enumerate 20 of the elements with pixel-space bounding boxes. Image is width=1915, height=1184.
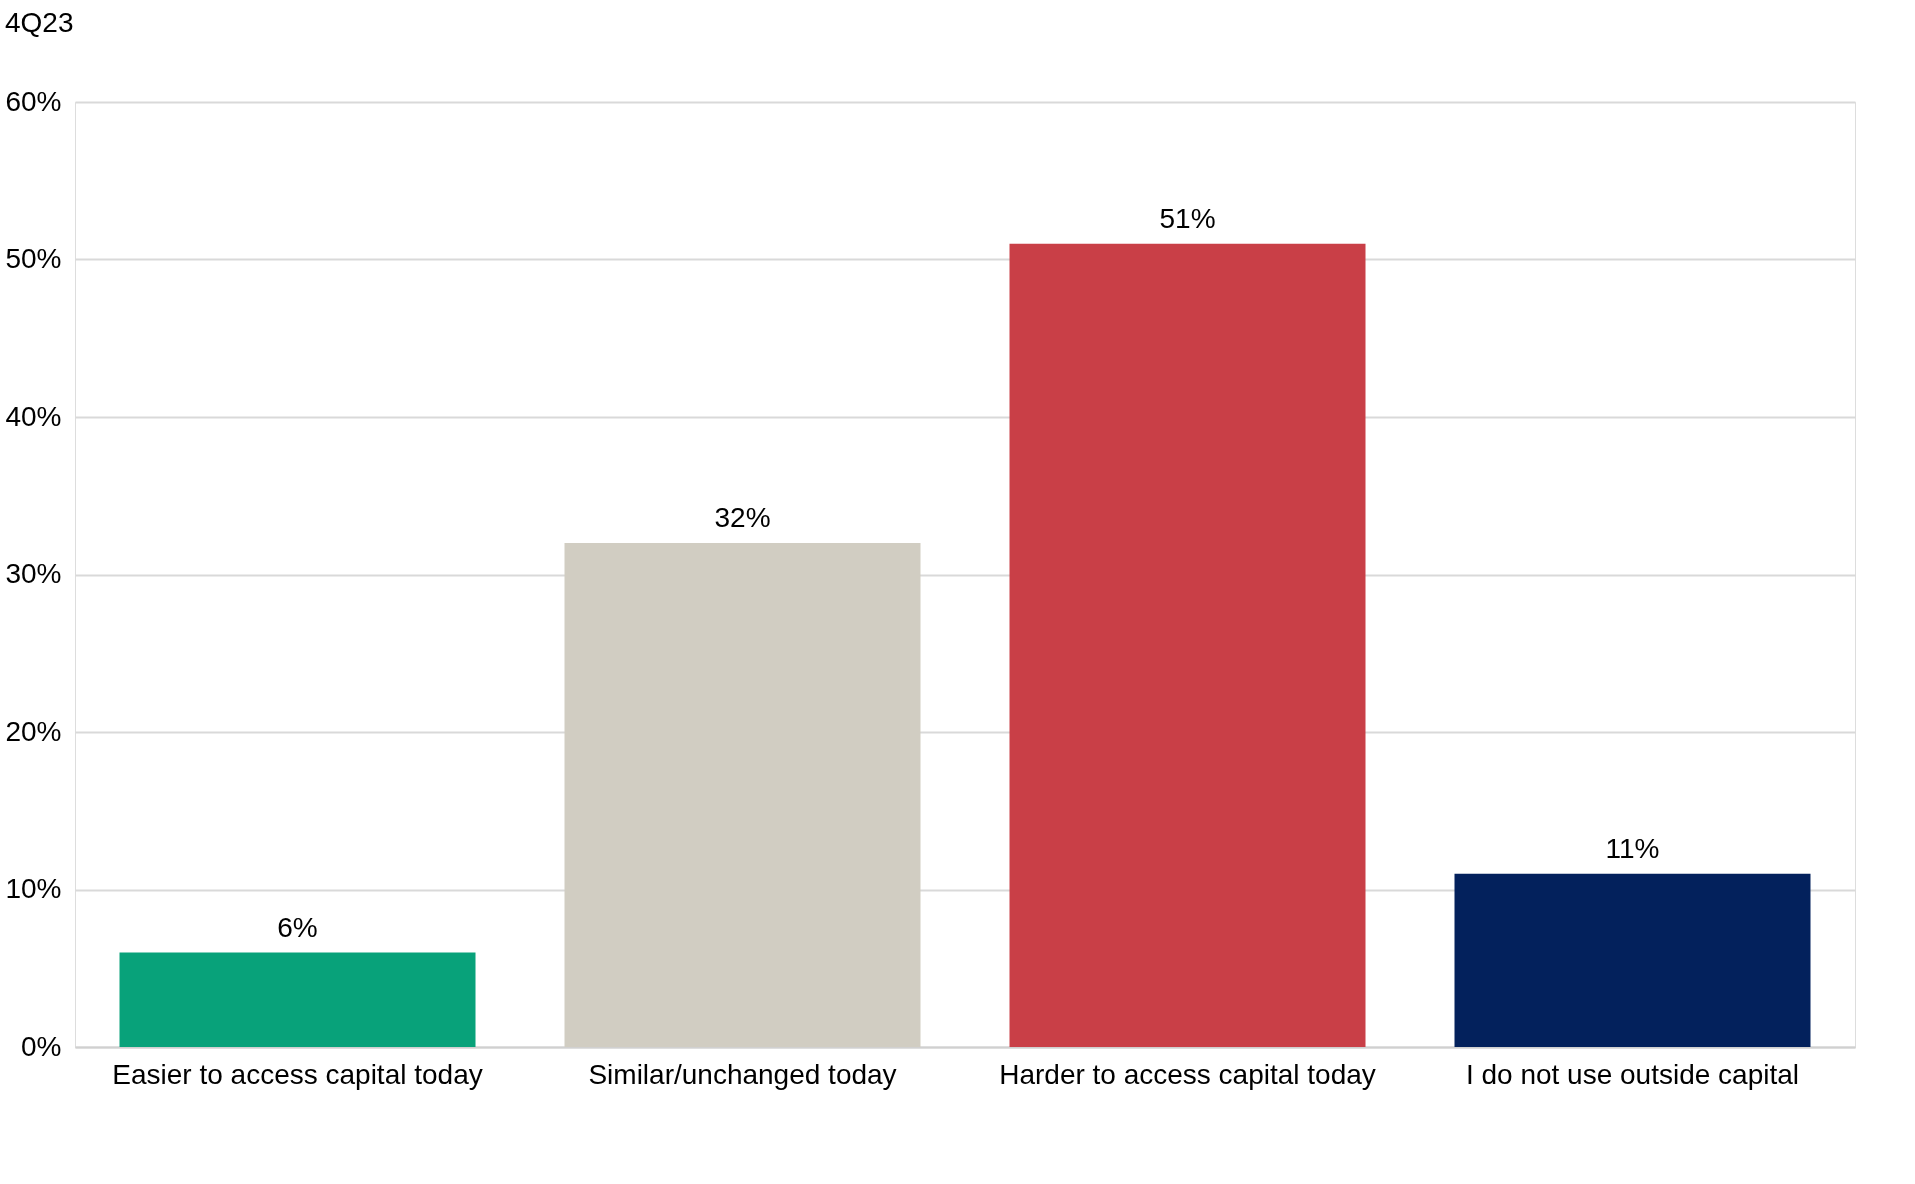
bar <box>1009 243 1366 1047</box>
y-tick-label: 50% <box>5 243 62 274</box>
bar <box>1454 873 1811 1047</box>
x-tick-label: Similar/unchanged today <box>588 1058 897 1090</box>
data-label: 51% <box>1159 202 1216 234</box>
x-tick-label: I do not use outside capital <box>1465 1058 1800 1090</box>
chart-title: 4Q23 <box>4 7 74 38</box>
y-tick-label: 20% <box>5 715 62 747</box>
y-tick-label: 40% <box>5 400 62 432</box>
data-label: 11% <box>1605 832 1660 864</box>
bar <box>119 952 476 1047</box>
y-tick-label: 30% <box>5 558 62 589</box>
y-tick-label: 0% <box>21 1030 62 1062</box>
data-label: 6% <box>277 911 318 943</box>
x-tick-label: Easier to access capital today <box>112 1058 483 1090</box>
y-tick-label: 10% <box>5 873 62 904</box>
x-tick-label: Harder to access capital today <box>999 1058 1376 1090</box>
data-label: 32% <box>714 502 771 533</box>
y-tick-label: 60% <box>5 85 62 117</box>
bar <box>564 543 921 1047</box>
